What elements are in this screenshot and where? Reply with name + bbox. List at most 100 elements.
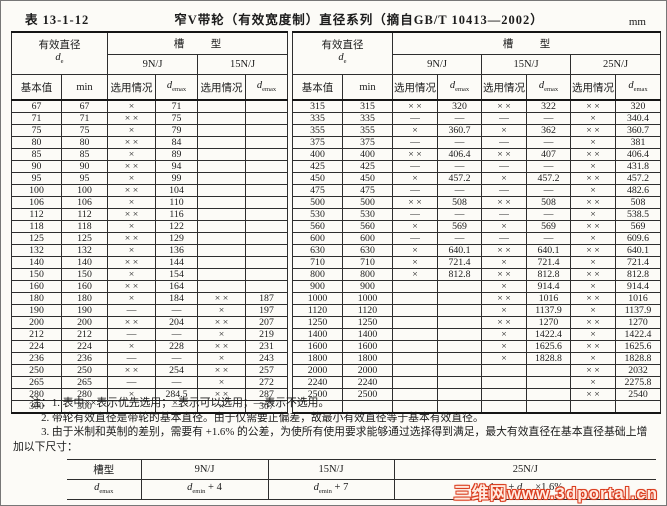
selection-cell [392,328,438,341]
table-row: 180 180 × 184 × × 187 [11,292,288,305]
table-row: 190 190— — × 197 [11,304,288,317]
table-row: 100 100 × × 104 [11,184,288,197]
selection-cell [392,340,438,353]
table-row: 560 560 × 569 × 569 × × 569 [292,220,661,233]
selection-cell: × [392,268,438,281]
demax-cell: 1422.4 [615,328,661,341]
header-selection: 选用情况 [481,74,527,101]
selection-cell: × × [392,99,438,113]
left-table: 有效直径 de 槽 型 9N/J 15N/J 基本值 min 选用情况 dema… [11,31,288,414]
selection-cell [481,388,527,401]
table-row: 1250 1250 × × 1270 × × 1270 [292,316,661,329]
table-row: 1800 1800 × 1828.8 × 1828.8 [292,352,661,365]
selection-cell: × × [570,292,616,305]
selection-cell: × [107,268,156,281]
selection-cell: × [481,256,527,269]
header-effective-diameter: 有效直径 de [11,31,108,75]
min-value-cell: 355 [342,124,393,137]
demax-cell: 164 [155,280,198,293]
demax-cell: — [155,352,198,365]
demax-cell: 406.4 [437,148,482,161]
selection-cell: × [570,280,616,293]
demax-cell: 812.8 [437,268,482,281]
selection-cell [197,256,246,269]
table-row: 335 335— — — — × 340.4 [292,112,661,125]
selection-cell [197,280,246,293]
selection-cell: × [570,352,616,365]
basic-value-cell: 355 [292,124,343,137]
selection-cell: × [570,304,616,317]
basic-value-cell: 710 [292,256,343,269]
selection-cell [481,364,527,377]
min-value-cell: 280 [61,388,108,401]
selection-cell: × [570,328,616,341]
basic-value-cell: 1250 [292,316,343,329]
selection-cell: × × [570,388,616,401]
selection-cell: × [197,352,246,365]
demax-cell: 569 [437,220,482,233]
min-value-cell: 118 [61,220,108,233]
demax-cell [437,340,482,353]
basic-value-cell: 1400 [292,328,343,341]
demax-cell: 640.1 [526,244,571,257]
min-value-cell: 80 [61,136,108,149]
header-selection: 选用情况 [197,74,246,101]
min-value-cell: 335 [342,112,393,125]
demax-cell [437,376,482,389]
demax-cell: 1016 [526,292,571,305]
selection-cell: × × [570,124,616,137]
header-group-15nj: 15N/J [197,54,288,75]
selection-cell: × [107,196,156,209]
table-row: 450 450 × 457.2 × 457.2 × × 457.2 [292,172,661,185]
min-value-cell: 500 [342,196,393,209]
min-value-cell: 236 [61,352,108,365]
table-row: 2000 2000 × × 2032 [292,364,661,377]
table-row: 425 425— — — — × 431.8 [292,160,661,173]
demax-cell [245,196,288,209]
min-value-cell: 212 [61,328,108,341]
selection-cell: × [107,99,156,113]
demax-cell: 99 [155,172,198,185]
demax-cell [437,316,482,329]
selection-cell: × × [392,196,438,209]
demax-cell: 75 [155,112,198,125]
header-effective-diameter: 有效直径 de [292,31,393,75]
selection-cell [197,172,246,185]
demax-cell [245,220,288,233]
header-group-9nj: 9N/J [107,54,198,75]
table-row: 2240 2240 × 2275.8 [292,376,661,389]
demax-cell [245,244,288,257]
selection-cell: — [392,184,438,197]
table-row: 71 71 × × 75 [11,112,288,125]
header-group-15nj: 15N/J [481,54,571,75]
selection-cell: × [197,376,246,389]
selection-cell: × × [570,364,616,377]
demax-cell: 360.7 [437,124,482,137]
demax-cell: 197 [245,304,288,317]
table-row: 600 600— — — — × 609.6 [292,232,661,245]
table-row: 265 265— — × 272 [11,376,288,389]
demax-cell: 812.8 [526,268,571,281]
demax-cell: 129 [155,232,198,245]
demax-cell [245,172,288,185]
selection-cell: × × [570,244,616,257]
table-row: 67 67 × 71 [11,99,288,113]
increment-table: 槽型 9N/J 15N/J 25N/J demax demin + 4 demi… [67,459,656,501]
selection-cell: × × [107,184,156,197]
mini-header-15nj: 15N/J [267,459,394,481]
demax-cell [245,136,288,149]
demax-cell [437,292,482,305]
table-row: 375 375— — — — × 381 [292,136,661,149]
table-title-bar: 表 13-1-12 窄V带轮（有效宽度制）直径系列（摘自GB/T 10413—2… [1,1,666,28]
min-value-cell: 600 [342,232,393,245]
demax-cell: 1016 [615,292,661,305]
demax-cell: 272 [245,376,288,389]
selection-cell: × × [570,148,616,161]
basic-value-cell: 900 [292,280,343,293]
selection-cell: × [570,184,616,197]
table-row: 212 212— — × 219 [11,328,288,341]
selection-cell: × × [197,316,246,329]
demax-cell: — [437,184,482,197]
demax-cell: 144 [155,256,198,269]
